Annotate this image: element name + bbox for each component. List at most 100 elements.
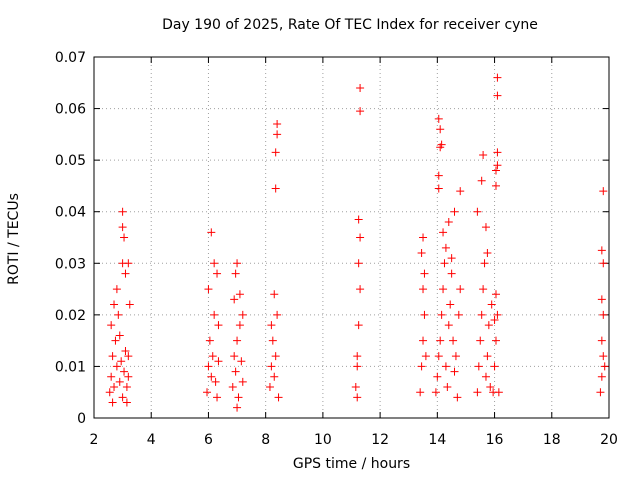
data-point: [125, 300, 134, 309]
x-tick-label: 2: [90, 432, 99, 448]
data-point: [597, 372, 606, 381]
data-point: [437, 310, 446, 319]
data-point: [230, 352, 239, 361]
data-point: [481, 372, 490, 381]
data-point: [454, 310, 463, 319]
data-point: [421, 352, 430, 361]
data-point: [213, 269, 222, 278]
data-point: [204, 285, 213, 294]
data-point: [444, 321, 453, 330]
data-point: [444, 218, 453, 227]
data-point: [238, 310, 247, 319]
data-point: [494, 388, 503, 397]
y-tick-label: 0.06: [55, 102, 86, 118]
x-tick-label: 12: [371, 432, 389, 448]
x-axis-ticks: 2 4 6 8 10 12 14 16 18 20: [90, 57, 618, 448]
x-tick-label: 18: [543, 432, 561, 448]
data-point: [439, 228, 448, 237]
data-point: [353, 362, 362, 371]
data-point: [231, 269, 240, 278]
data-point: [441, 243, 450, 252]
data-point: [486, 383, 495, 392]
data-point: [107, 372, 116, 381]
data-point: [450, 207, 459, 216]
data-point: [267, 321, 276, 330]
data-point: [122, 398, 131, 407]
data-point: [108, 352, 117, 361]
data-point: [124, 372, 133, 381]
data-point: [493, 148, 502, 157]
data-point: [493, 310, 502, 319]
data-point: [112, 362, 121, 371]
data-point: [233, 259, 242, 268]
data-point: [447, 269, 456, 278]
y-tick-label: 0.05: [55, 153, 86, 169]
data-point: [235, 321, 244, 330]
data-point: [118, 207, 127, 216]
data-point: [207, 372, 216, 381]
gridlines: [94, 57, 609, 418]
data-point: [493, 73, 502, 82]
x-tick-label: 10: [314, 432, 332, 448]
data-point: [480, 259, 489, 268]
data-point: [237, 357, 246, 366]
data-point: [440, 259, 449, 268]
data-point: [433, 372, 442, 381]
data-point: [213, 393, 222, 402]
data-point: [473, 207, 482, 216]
data-point: [431, 388, 440, 397]
data-point: [449, 336, 458, 345]
data-point: [419, 285, 428, 294]
data-point: [204, 362, 213, 371]
data-point: [234, 393, 243, 402]
data-point: [115, 331, 124, 340]
data-point: [447, 254, 456, 263]
y-tick-label: 0.01: [55, 359, 86, 375]
data-point: [487, 300, 496, 309]
data-point: [353, 352, 362, 361]
data-point: [214, 357, 223, 366]
data-point: [597, 295, 606, 304]
data-point: [235, 290, 244, 299]
y-tick-label: 0.03: [55, 256, 86, 272]
data-point: [434, 352, 443, 361]
data-point: [473, 388, 482, 397]
data-point: [203, 388, 212, 397]
data-point: [271, 352, 280, 361]
data-point: [115, 377, 124, 386]
data-point: [491, 290, 500, 299]
x-tick-label: 4: [147, 432, 156, 448]
data-point: [351, 383, 360, 392]
data-point: [273, 130, 282, 139]
x-tick-label: 6: [204, 432, 213, 448]
data-point: [233, 403, 242, 412]
data-point: [271, 184, 280, 193]
data-point: [420, 310, 429, 319]
data-point: [474, 362, 483, 371]
data-point: [117, 357, 126, 366]
data-point: [354, 321, 363, 330]
data-point: [207, 228, 216, 237]
data-point: [477, 310, 486, 319]
data-point: [118, 223, 127, 232]
data-point: [233, 336, 242, 345]
data-point: [121, 346, 130, 355]
x-axis-label: GPS time / hours: [292, 456, 411, 472]
data-point: [107, 321, 116, 330]
data-point: [481, 223, 490, 232]
data-point: [597, 246, 606, 255]
data-point: [214, 321, 223, 330]
data-point: [491, 166, 500, 175]
data-point: [417, 248, 426, 257]
data-point: [436, 125, 445, 134]
data-point: [124, 259, 133, 268]
data-point: [490, 362, 499, 371]
data-point: [453, 393, 462, 402]
data-point: [108, 398, 117, 407]
data-point: [493, 161, 502, 170]
data-point: [353, 393, 362, 402]
data-point: [124, 352, 133, 361]
data-point: [270, 290, 279, 299]
data-point: [491, 336, 500, 345]
x-tick-label: 20: [600, 432, 618, 448]
